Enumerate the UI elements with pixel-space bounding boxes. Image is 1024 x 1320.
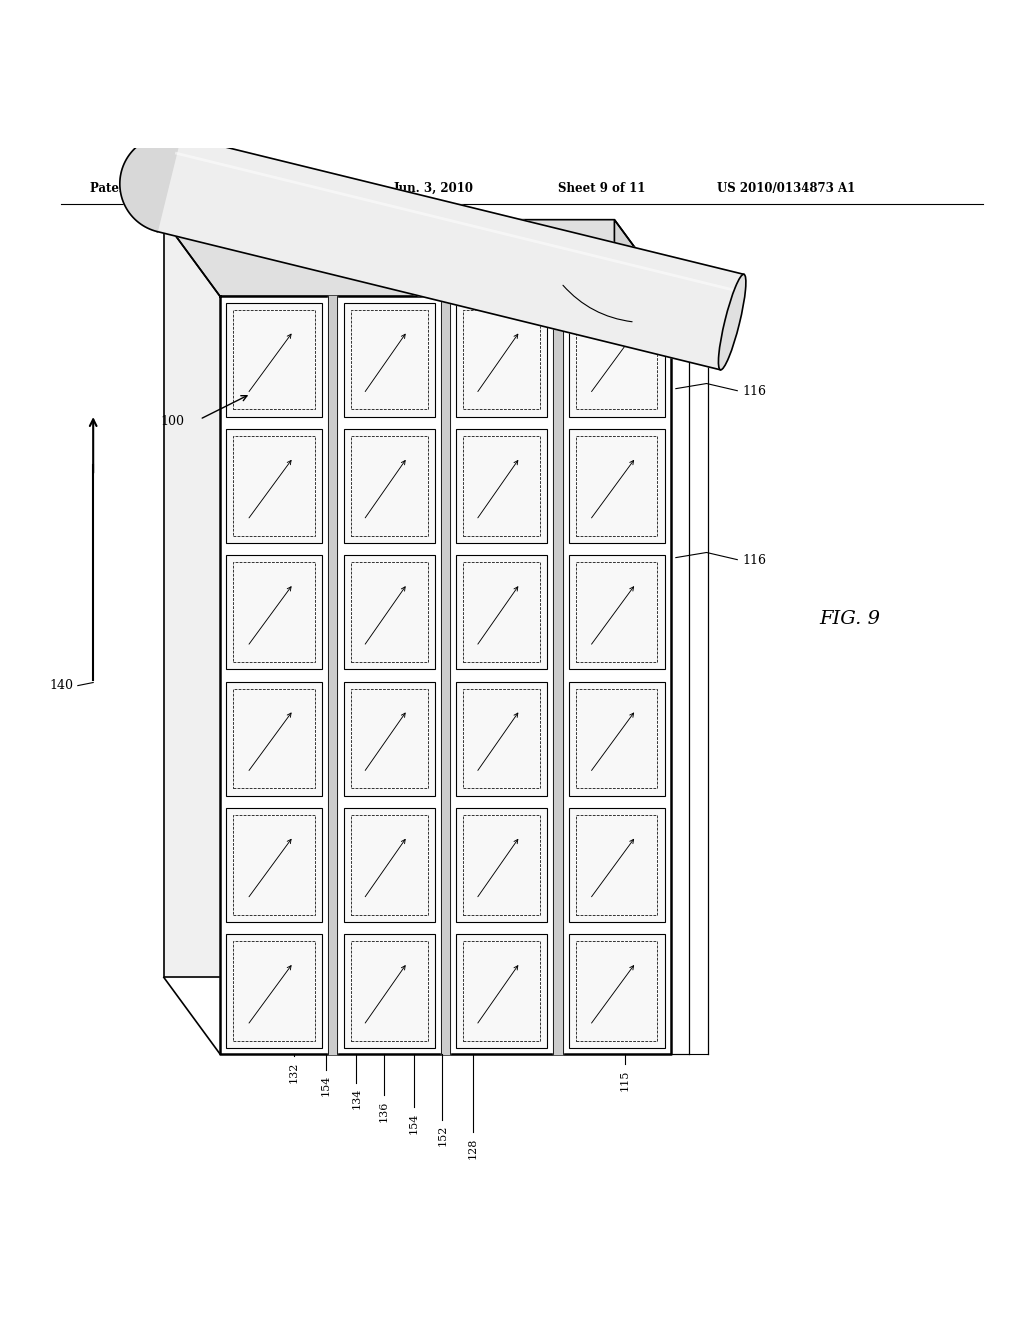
Text: 140: 140 bbox=[50, 678, 74, 692]
Text: 152: 152 bbox=[437, 1125, 447, 1146]
Bar bbox=[457, 302, 548, 417]
Bar bbox=[226, 681, 322, 796]
Bar bbox=[464, 814, 541, 915]
Polygon shape bbox=[164, 219, 671, 297]
Bar bbox=[464, 689, 541, 788]
Text: 128: 128 bbox=[468, 1138, 478, 1159]
Text: 154: 154 bbox=[321, 1074, 331, 1096]
Bar bbox=[464, 436, 541, 536]
Bar bbox=[350, 689, 428, 788]
Text: 154: 154 bbox=[409, 1113, 419, 1134]
Polygon shape bbox=[220, 297, 671, 1055]
Text: 132: 132 bbox=[289, 1061, 299, 1082]
Text: US 2010/0134873 A1: US 2010/0134873 A1 bbox=[717, 182, 855, 195]
Bar bbox=[569, 681, 665, 796]
Text: 116: 116 bbox=[742, 554, 766, 568]
Text: Patent Application Publication: Patent Application Publication bbox=[90, 182, 293, 195]
Text: 115: 115 bbox=[620, 1069, 630, 1090]
Bar bbox=[344, 935, 435, 1048]
Polygon shape bbox=[120, 135, 180, 231]
Bar bbox=[457, 681, 548, 796]
Bar bbox=[350, 310, 428, 409]
Bar bbox=[350, 941, 428, 1041]
Bar bbox=[344, 556, 435, 669]
Bar bbox=[344, 808, 435, 921]
Bar bbox=[457, 808, 548, 921]
Polygon shape bbox=[158, 136, 743, 370]
Bar bbox=[575, 689, 657, 788]
Bar bbox=[575, 941, 657, 1041]
Bar bbox=[575, 814, 657, 915]
Bar bbox=[569, 429, 665, 543]
Bar bbox=[464, 941, 541, 1041]
Polygon shape bbox=[554, 297, 563, 1055]
Bar bbox=[344, 429, 435, 543]
Bar bbox=[226, 935, 322, 1048]
Bar bbox=[575, 310, 657, 409]
Bar bbox=[233, 436, 315, 536]
Bar bbox=[569, 808, 665, 921]
Polygon shape bbox=[441, 297, 451, 1055]
Bar bbox=[350, 814, 428, 915]
Bar bbox=[344, 302, 435, 417]
Bar bbox=[457, 935, 548, 1048]
Polygon shape bbox=[328, 297, 338, 1055]
Polygon shape bbox=[164, 219, 614, 977]
Bar bbox=[226, 556, 322, 669]
Bar bbox=[233, 310, 315, 409]
Bar bbox=[575, 436, 657, 536]
Bar bbox=[457, 429, 548, 543]
Text: 134: 134 bbox=[351, 1088, 361, 1109]
Bar bbox=[233, 689, 315, 788]
Bar bbox=[457, 556, 548, 669]
Text: Sheet 9 of 11: Sheet 9 of 11 bbox=[558, 182, 645, 195]
Bar bbox=[226, 429, 322, 543]
Bar bbox=[464, 562, 541, 663]
Bar bbox=[226, 302, 322, 417]
Bar bbox=[569, 556, 665, 669]
Bar bbox=[350, 562, 428, 663]
Text: 116: 116 bbox=[742, 385, 766, 399]
Text: 142: 142 bbox=[640, 318, 664, 331]
Polygon shape bbox=[614, 219, 671, 1055]
Text: 136: 136 bbox=[379, 1101, 389, 1122]
Bar bbox=[350, 436, 428, 536]
Text: Jun. 3, 2010: Jun. 3, 2010 bbox=[394, 182, 474, 195]
Text: FIG. 9: FIG. 9 bbox=[819, 610, 881, 628]
Bar bbox=[233, 562, 315, 663]
Bar bbox=[226, 808, 322, 921]
Bar bbox=[233, 941, 315, 1041]
Bar bbox=[233, 814, 315, 915]
Bar bbox=[575, 562, 657, 663]
Text: 100: 100 bbox=[161, 414, 184, 428]
Bar bbox=[569, 302, 665, 417]
Bar bbox=[344, 681, 435, 796]
Bar bbox=[464, 310, 541, 409]
Ellipse shape bbox=[719, 275, 745, 370]
Bar bbox=[569, 935, 665, 1048]
